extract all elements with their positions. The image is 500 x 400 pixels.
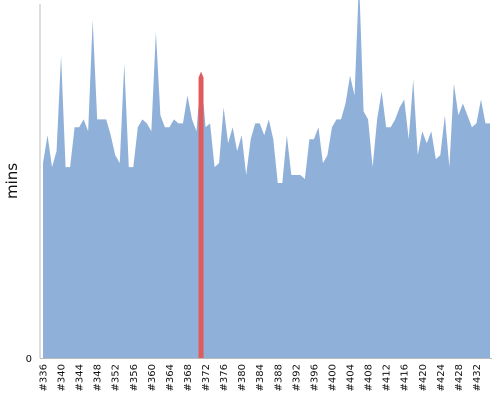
x-tick-label: #428 [454,364,465,391]
x-tick-label: #360 [147,364,158,391]
y-tick-labels: 0 [26,354,32,365]
x-tick-label: #356 [129,364,140,391]
y-tick-label: 0 [26,354,32,365]
y-axis-title: mins [3,163,21,199]
x-tick-label: #412 [382,364,393,391]
x-tick-label: #392 [291,364,302,391]
x-tick-label: #404 [346,364,357,391]
x-tick-label: #408 [364,364,375,391]
x-tick-label: #384 [255,364,266,391]
x-tick-label: #424 [436,364,447,391]
x-tick-label: #344 [75,364,86,391]
x-tick-label: #376 [219,364,230,391]
x-tick-label: #340 [57,364,68,391]
x-tick-label: #388 [273,364,284,391]
x-tick-label: #368 [183,364,194,391]
x-tick-labels: #336 #340 #344 #348 #352 #356 #360 #364 #368 #372… [39,364,483,391]
x-tick-label: #364 [165,364,176,391]
x-tick-label: #400 [327,364,338,391]
x-tick-label: #396 [309,364,320,391]
area-series [43,0,490,358]
x-tick-label: #372 [201,364,212,391]
x-tick-label: #416 [400,364,411,391]
x-tick-label: #352 [111,364,122,391]
x-tick-label: #380 [237,364,248,391]
plot-area [43,0,490,358]
x-tick-label: #420 [418,364,429,391]
x-tick-label: #336 [39,364,50,391]
x-tick-label: #432 [472,364,483,391]
highlight-bar [198,71,204,358]
x-tick-label: #348 [93,364,104,391]
